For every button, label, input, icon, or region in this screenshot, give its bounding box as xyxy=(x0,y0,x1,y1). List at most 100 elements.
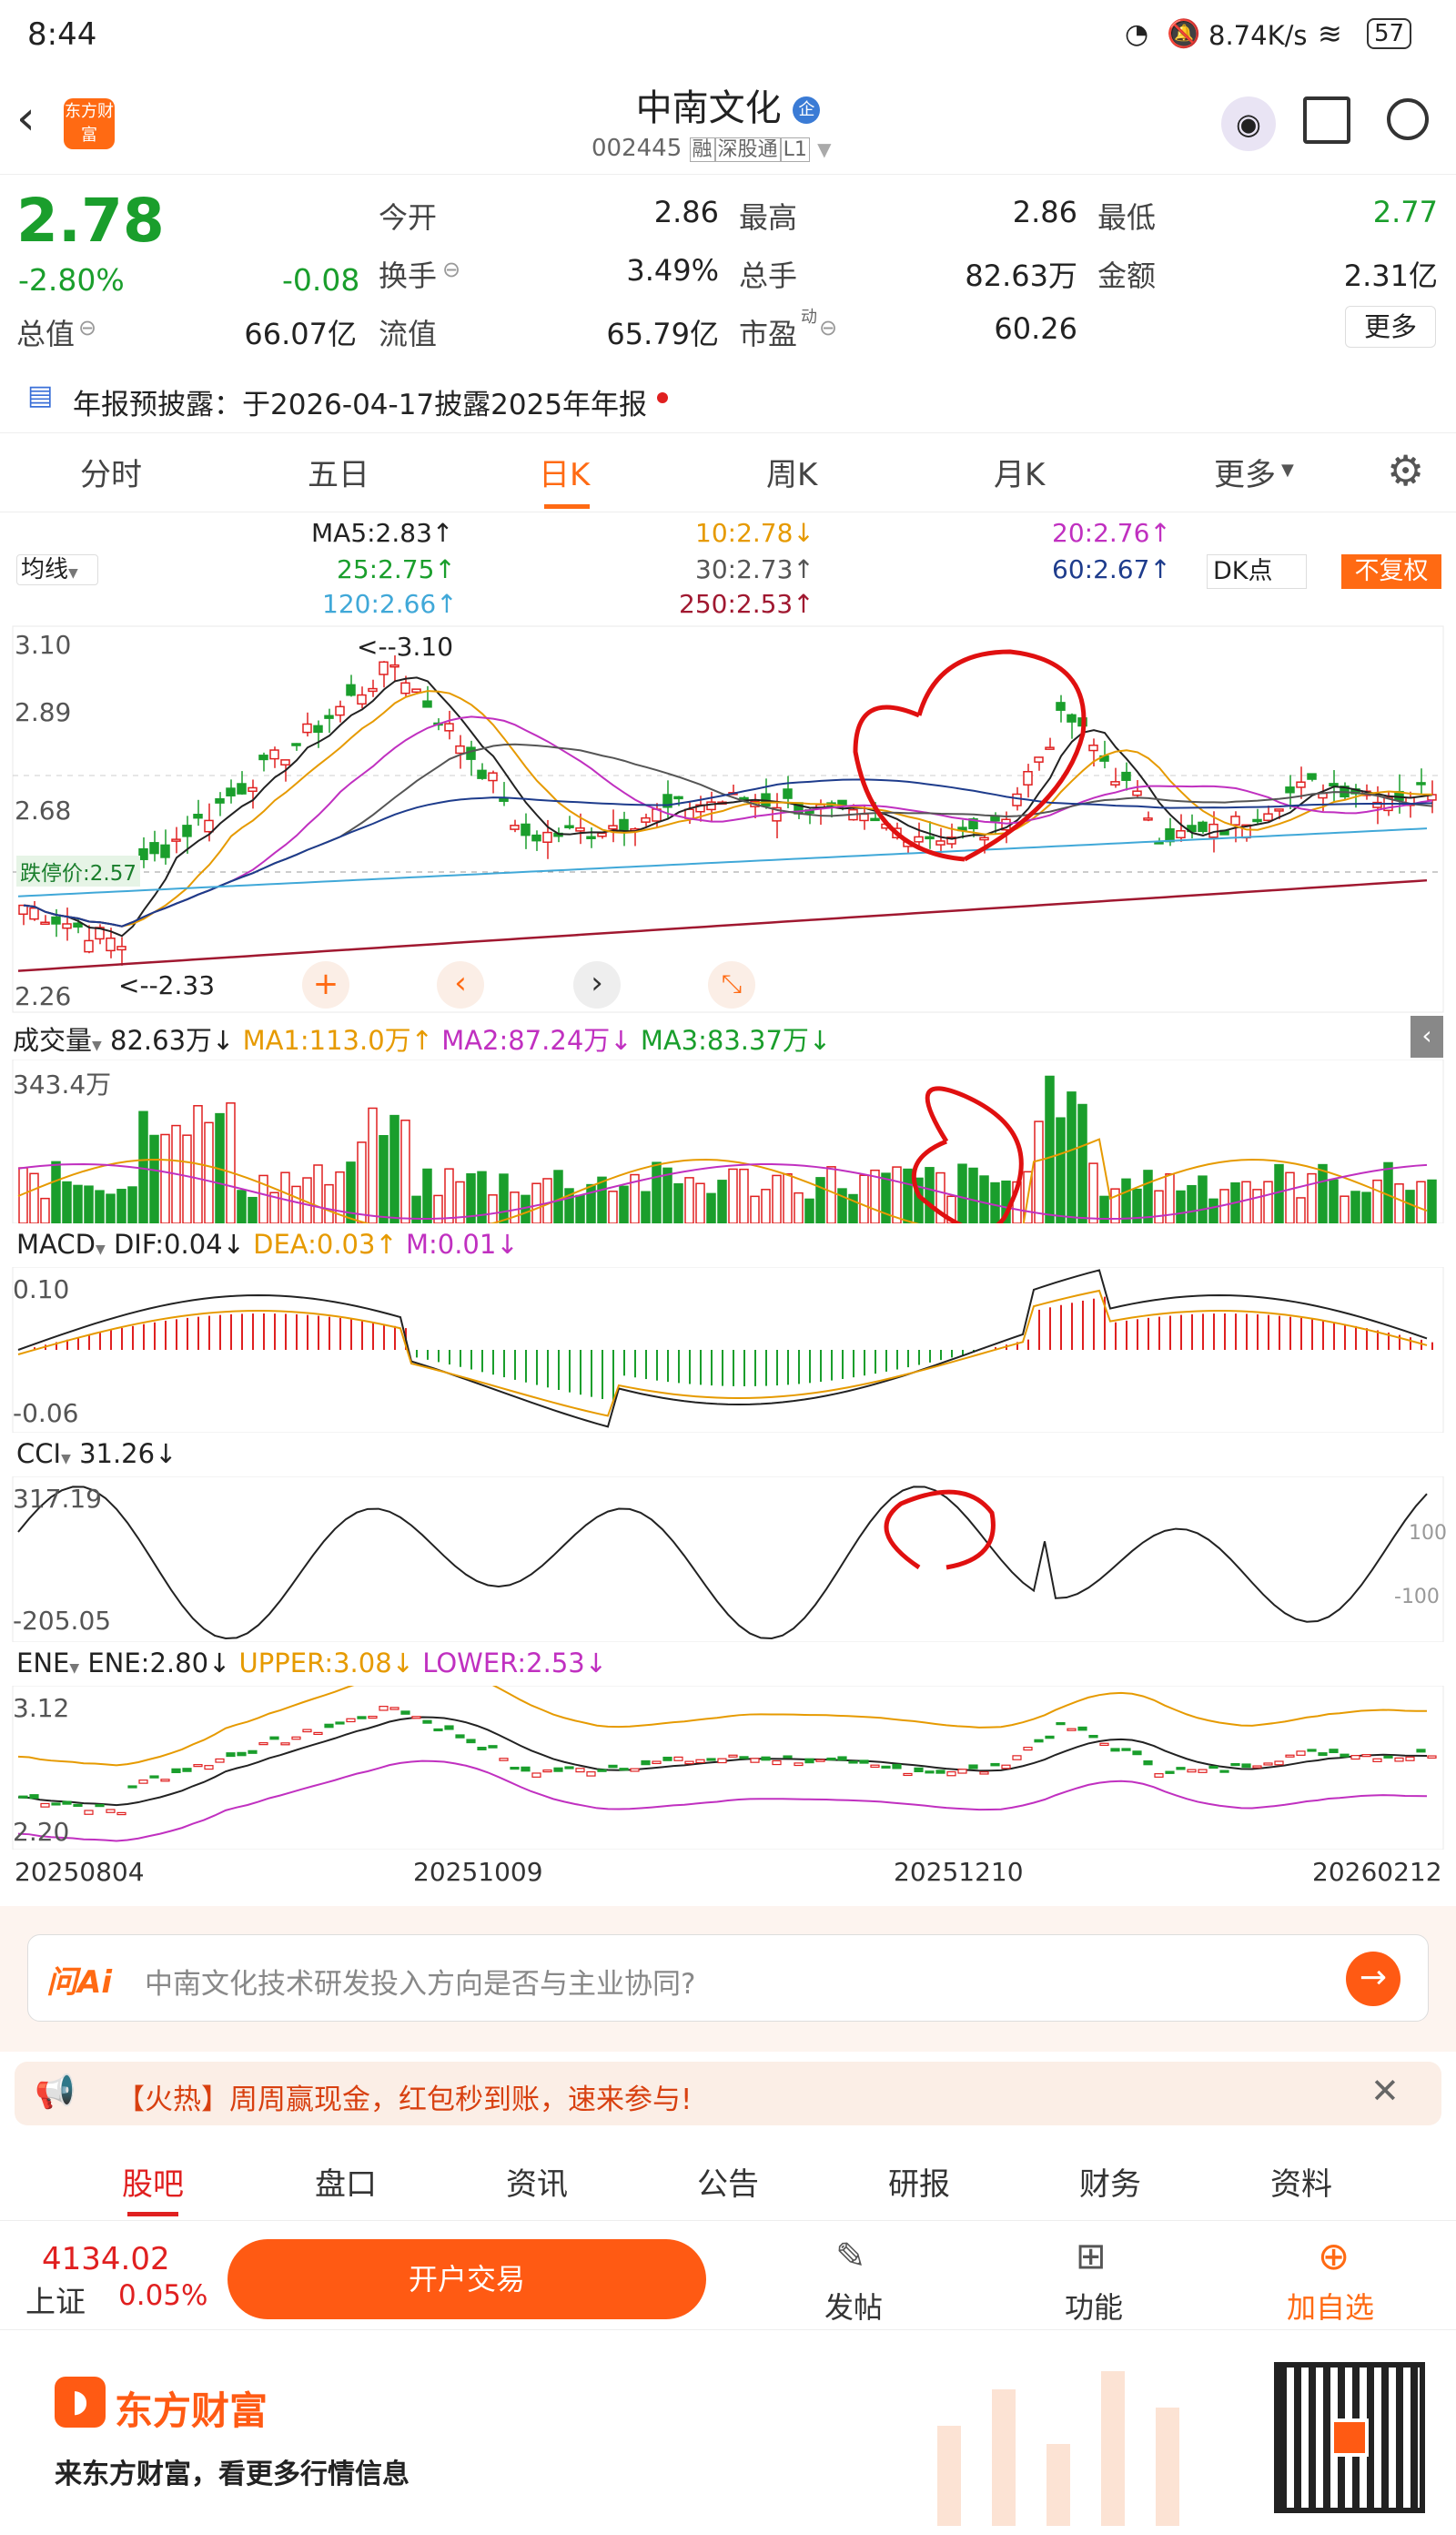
ene-candle xyxy=(510,1767,520,1770)
search-icon[interactable] xyxy=(1387,98,1429,140)
cci-label[interactable]: CCI xyxy=(16,1438,62,1469)
total-value: 66.07亿 xyxy=(244,317,357,351)
volume-bar xyxy=(1252,1189,1262,1223)
ask-ai-box[interactable]: 问Ai 中南文化技术研发投入方向是否与主业协同? → xyxy=(27,1934,1429,2022)
cci-chart[interactable]: CCI▼ 31.26↓ 317.19 -205.05 100 -100 xyxy=(0,1433,1456,1642)
ene-candle xyxy=(837,1756,847,1761)
candle xyxy=(269,749,279,760)
ene-candle xyxy=(641,1759,651,1766)
edit-icon[interactable]: ✎ xyxy=(835,2236,866,2277)
volume-bar xyxy=(1165,1173,1175,1223)
dropdown-icon[interactable]: ▼ xyxy=(61,1452,71,1466)
volume-label[interactable]: 成交量 xyxy=(13,1025,93,1056)
ene-candle xyxy=(1427,1755,1437,1759)
ene-candle xyxy=(280,1742,290,1746)
info-icon[interactable]: ⊖ xyxy=(819,315,838,340)
app-logo[interactable]: 东方财富 xyxy=(64,98,115,149)
plus-icon[interactable]: + xyxy=(302,961,349,1009)
post-button[interactable]: 发帖 xyxy=(824,2290,884,2325)
info-icon[interactable]: ⊖ xyxy=(442,257,461,282)
volume-bar xyxy=(652,1161,662,1223)
ene-candle xyxy=(542,1769,552,1773)
tag-margin: 融 xyxy=(689,137,715,162)
volume-bar xyxy=(291,1185,301,1223)
ene-candle xyxy=(106,1809,116,1813)
candle xyxy=(171,838,181,842)
ene-candle xyxy=(258,1742,268,1746)
collapse-tab-icon[interactable]: ‹ xyxy=(1410,1016,1443,1058)
robot-avatar-icon[interactable]: ◉ xyxy=(1221,96,1276,151)
tab-pankou[interactable]: 盘口 xyxy=(315,2166,377,2203)
candle xyxy=(641,816,651,823)
chevron-left-icon[interactable]: ‹ xyxy=(437,961,484,1009)
qr-code xyxy=(1274,2362,1425,2513)
gear-icon[interactable]: ⚙ xyxy=(1387,446,1425,495)
volume-chart[interactable]: 成交量▼ 82.63万↓ MA1:113.0万↑ MA2:87.24万↓ MA3… xyxy=(0,1014,1456,1223)
macd-label[interactable]: MACD xyxy=(16,1229,96,1260)
arrow-right-icon[interactable]: → xyxy=(1346,1952,1400,2006)
tab-research[interactable]: 研报 xyxy=(888,2166,950,2203)
dropdown-icon[interactable]: ▼ xyxy=(92,1039,102,1053)
quote-panel: 2.78 -2.80% -0.08 总值 ⊖ 66.07亿 今开 2.86 最高… xyxy=(0,175,1456,366)
close-icon[interactable]: ✕ xyxy=(1370,2071,1400,2111)
ene-chart[interactable]: ENE▼ ENE:2.80↓ UPPER:3.08↓ LOWER:2.53↓ 3… xyxy=(0,1642,1456,1870)
candle xyxy=(1372,801,1382,808)
ma-selector[interactable]: 均线 xyxy=(21,556,69,583)
tab-daily-k[interactable]: 日K xyxy=(539,457,591,493)
dk-point-button[interactable]: DK点 xyxy=(1207,554,1307,589)
tab-announcements[interactable]: 公告 xyxy=(697,2166,759,2203)
tab-more[interactable]: 更多 xyxy=(1214,457,1276,493)
ene-candle xyxy=(248,1749,258,1754)
volume-label: 总手 xyxy=(739,259,798,293)
date-label: 20260212 xyxy=(1312,1857,1442,1887)
mute-icon: 🔕 xyxy=(1167,18,1201,50)
high-label: 最高 xyxy=(739,200,798,235)
back-icon[interactable]: ‹ xyxy=(16,91,35,146)
share-icon[interactable] xyxy=(1303,96,1350,144)
dropdown-icon[interactable]: ▼ xyxy=(95,1242,106,1257)
candle xyxy=(368,687,378,693)
ene-candle xyxy=(1296,1750,1306,1756)
candle xyxy=(1012,793,1022,806)
status-bar: 8:44 ◔ 🔕 8.74K/s ≋ 57 xyxy=(0,0,1456,73)
tab-finance[interactable]: 财务 xyxy=(1079,2166,1141,2203)
amount-label: 金额 xyxy=(1097,259,1157,293)
function-button[interactable]: 功能 xyxy=(1065,2290,1124,2325)
grid-icon[interactable]: ⊞ xyxy=(1076,2236,1107,2277)
tab-intraday[interactable]: 分时 xyxy=(80,457,142,493)
tab-weekly-k[interactable]: 周K xyxy=(766,457,818,493)
tab-monthly-k[interactable]: 月K xyxy=(994,457,1046,493)
promo-banner[interactable]: 📢 【火热】周周赢现金，红包秒到账，速来参与! ✕ xyxy=(15,2062,1441,2125)
cci-line xyxy=(17,1486,1428,1640)
tab-five-day[interactable]: 五日 xyxy=(308,457,369,493)
volume-bar xyxy=(1394,1183,1404,1223)
volume-bar xyxy=(1045,1075,1055,1223)
y-label-mid1: 2.89 xyxy=(15,697,72,727)
expand-icon[interactable]: ⤡ xyxy=(708,961,755,1009)
candle xyxy=(51,916,61,925)
annual-report-notice[interactable]: ▤ 年报预披露：于2026-04-17披露2025年年报 xyxy=(0,369,1456,431)
macd-svg xyxy=(12,1267,1444,1433)
macd-chart[interactable]: MACD▼ DIF:0.04↓ DEA:0.03↑ M:0.01↓ 0.10 -… xyxy=(0,1223,1456,1433)
more-button[interactable]: 更多 xyxy=(1345,306,1436,348)
volume-bar xyxy=(499,1173,509,1223)
info-icon[interactable]: ⊖ xyxy=(78,315,97,340)
add-favorite-button[interactable]: 加自选 xyxy=(1287,2290,1375,2325)
tab-news[interactable]: 资讯 xyxy=(506,2166,568,2203)
dropdown-icon[interactable]: ▼ xyxy=(817,138,832,160)
ene-candle xyxy=(84,1810,94,1815)
ask-ai-input[interactable]: 中南文化技术研发投入方向是否与主业协同? xyxy=(145,1968,696,2001)
ene-candle xyxy=(1340,1753,1350,1758)
tab-guba[interactable]: 股吧 xyxy=(122,2166,184,2203)
ene-candle xyxy=(684,1760,694,1765)
candle xyxy=(215,797,225,804)
tab-profile[interactable]: 资料 xyxy=(1270,2166,1332,2203)
chevron-right-icon[interactable]: › xyxy=(573,961,621,1009)
ene-label[interactable]: ENE xyxy=(16,1648,70,1678)
open-account-button[interactable]: 开户交易 xyxy=(228,2239,706,2319)
volume-bar xyxy=(521,1194,531,1223)
kline-chart[interactable]: 3.10 2.89 2.68 2.26 跌停价:2.57 <--3.10 <--… xyxy=(0,624,1456,1014)
add-circle-icon[interactable]: ⊕ xyxy=(1318,2234,1350,2278)
adjust-button[interactable]: 不复权 xyxy=(1341,554,1441,589)
dropdown-icon[interactable]: ▼ xyxy=(69,1661,80,1676)
